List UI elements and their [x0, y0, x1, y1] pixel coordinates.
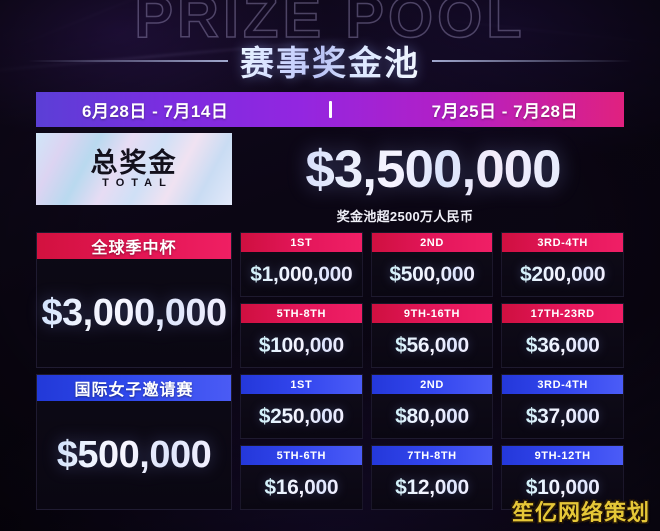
tournament-total-amount: $500,000	[56, 434, 212, 476]
tier-item: 5TH-6TH $16,000	[240, 445, 363, 510]
tier-value-wrap: $80,000	[372, 394, 493, 438]
tier-label: 9TH-12TH	[502, 446, 623, 465]
tier-value-wrap: $250,000	[241, 394, 362, 438]
tier-label: 17TH-23RD	[502, 304, 623, 323]
tournament-name: 国际女子邀请赛	[37, 375, 231, 401]
tier-value-wrap: $16,000	[241, 465, 362, 509]
tier-value: $100,000	[258, 333, 345, 357]
tier-label: 3RD-4TH	[502, 375, 623, 394]
total-prize-row: 总奖金 TOTAL $3,500,000	[36, 133, 624, 205]
tier-item: 1ST $1,000,000	[240, 232, 363, 297]
tier-grid: 1ST $1,000,000 2ND $500,000 3RD-4TH $200…	[240, 232, 624, 368]
tier-item: 2ND $500,000	[370, 232, 494, 297]
tier-label: 3RD-4TH	[502, 233, 623, 252]
tournament-block-womens-invitational: 国际女子邀请赛 $500,000 1ST $250,000 2ND $80,00…	[36, 374, 624, 510]
ghost-title-prize-pool: PRIZE POOL	[134, 0, 526, 51]
tier-value-wrap: $56,000	[372, 323, 493, 367]
total-prize-badge: 总奖金 TOTAL	[36, 133, 232, 205]
header: PRIZE POOL 赛事奖金池	[0, 0, 660, 92]
tier-value: $10,000	[525, 475, 600, 499]
total-amount-wrap: $3,500,000	[232, 133, 624, 205]
tier-item: 2ND $80,000	[370, 374, 494, 439]
tier-value: $16,000	[264, 475, 339, 499]
tier-item: 3RD-4TH $37,000	[501, 374, 624, 439]
tier-label: 1ST	[241, 375, 362, 394]
tier-label: 5TH-6TH	[241, 446, 362, 465]
tier-item: 9TH-12TH $10,000	[501, 445, 624, 510]
tier-value-wrap: $100,000	[241, 323, 362, 367]
tier-item: 5TH-8TH $100,000	[240, 303, 363, 368]
total-prize-amount: $3,500,000	[305, 139, 561, 199]
title-divider-right	[432, 59, 632, 62]
tier-label: 7TH-8TH	[371, 446, 493, 465]
tier-label: 5TH-8TH	[241, 304, 362, 323]
tier-label: 2ND	[371, 233, 493, 252]
tournament-amount-wrap: $3,000,000	[37, 259, 231, 367]
page-title: 赛事奖金池	[240, 36, 420, 85]
tier-value: $250,000	[258, 404, 345, 428]
total-badge-label-en: TOTAL	[102, 176, 173, 189]
tier-item: 17TH-23RD $36,000	[501, 303, 624, 368]
tier-item: 9TH-16TH $56,000	[370, 303, 494, 368]
tier-value: $56,000	[395, 333, 469, 357]
date-range-second: 7月25日 - 7月28日	[431, 102, 578, 121]
tier-value: $500,000	[389, 262, 475, 286]
tier-item: 3RD-4TH $200,000	[501, 232, 624, 297]
tournament-total-amount: $3,000,000	[41, 292, 227, 334]
tournament-block-msi: 全球季中杯 $3,000,000 1ST $1,000,000 2ND $500…	[36, 232, 624, 368]
tier-value-wrap: $200,000	[502, 252, 623, 296]
tier-grid: 1ST $250,000 2ND $80,000 3RD-4TH $37,000…	[240, 374, 624, 510]
tier-label: 1ST	[241, 233, 362, 252]
tier-item: 7TH-8TH $12,000	[370, 445, 494, 510]
tier-value: $200,000	[520, 262, 606, 286]
tournament-name: 全球季中杯	[37, 233, 231, 259]
date-banner: 6月28日 - 7月14日 7月25日 - 7月28日	[36, 92, 624, 127]
tier-value: $12,000	[395, 475, 469, 499]
date-range-first: 6月28日 - 7月14日	[82, 102, 229, 121]
tier-value: $37,000	[525, 404, 600, 428]
tier-value-wrap: $10,000	[502, 465, 623, 509]
tournament-summary-card: 国际女子邀请赛 $500,000	[36, 374, 232, 510]
tier-value-wrap: $500,000	[372, 252, 493, 296]
tier-value-wrap: $36,000	[502, 323, 623, 367]
tier-value: $36,000	[525, 333, 600, 357]
tournament-amount-wrap: $500,000	[37, 401, 231, 509]
total-badge-label-cn: 总奖金	[90, 147, 178, 178]
title-row: 赛事奖金池	[0, 36, 660, 85]
tier-label: 9TH-16TH	[371, 304, 493, 323]
tier-item: 1ST $250,000	[240, 374, 363, 439]
tier-value: $1,000,000	[250, 262, 353, 286]
title-divider-left	[28, 59, 228, 62]
date-separator-icon	[328, 101, 332, 118]
tier-value-wrap: $37,000	[502, 394, 623, 438]
tier-value: $80,000	[395, 404, 469, 428]
tier-label: 2ND	[371, 375, 493, 394]
tier-value-wrap: $12,000	[372, 465, 493, 509]
tournament-summary-card: 全球季中杯 $3,000,000	[36, 232, 232, 368]
watermark: 笙亿网络策划	[511, 500, 650, 525]
total-prize-subtitle: 奖金池超2500万人民币	[336, 209, 474, 224]
tier-value-wrap: $1,000,000	[241, 252, 362, 296]
